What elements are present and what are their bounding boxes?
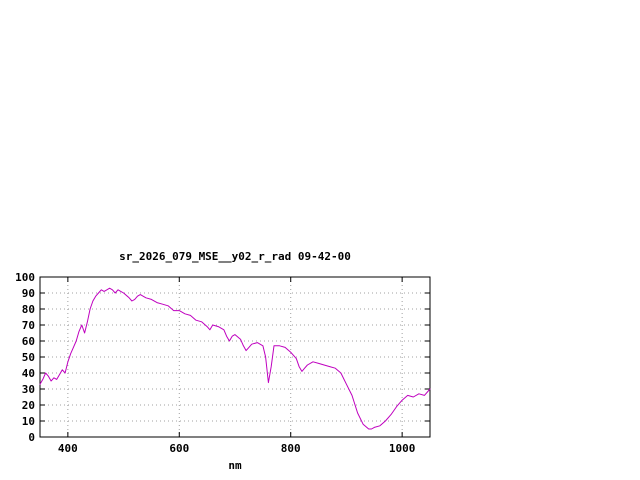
chart-title: sr_2026_079_MSE__y02_r_rad 09-42-00 [119, 250, 351, 263]
y-tick-label: 0 [28, 431, 35, 444]
x-axis-label: nm [228, 459, 242, 472]
y-tick-label: 50 [22, 351, 35, 364]
x-tick-label: 1000 [389, 442, 416, 455]
y-tick-label: 20 [22, 399, 35, 412]
plot-frame [39, 276, 431, 438]
x-tick-label: 800 [281, 442, 301, 455]
x-tick-label: 400 [58, 442, 78, 455]
y-tick-label: 30 [22, 383, 35, 396]
y-tick-label: 40 [22, 367, 35, 380]
y-tick-label: 60 [22, 335, 35, 348]
y-tick-label: 70 [22, 319, 35, 332]
y-tick-label: 90 [22, 287, 35, 300]
y-tick-label: 80 [22, 303, 35, 316]
spectrum-line [39, 287, 431, 430]
x-tick-label: 600 [169, 442, 189, 455]
y-tick-label: 100 [15, 271, 35, 284]
y-tick-label: 10 [22, 415, 35, 428]
